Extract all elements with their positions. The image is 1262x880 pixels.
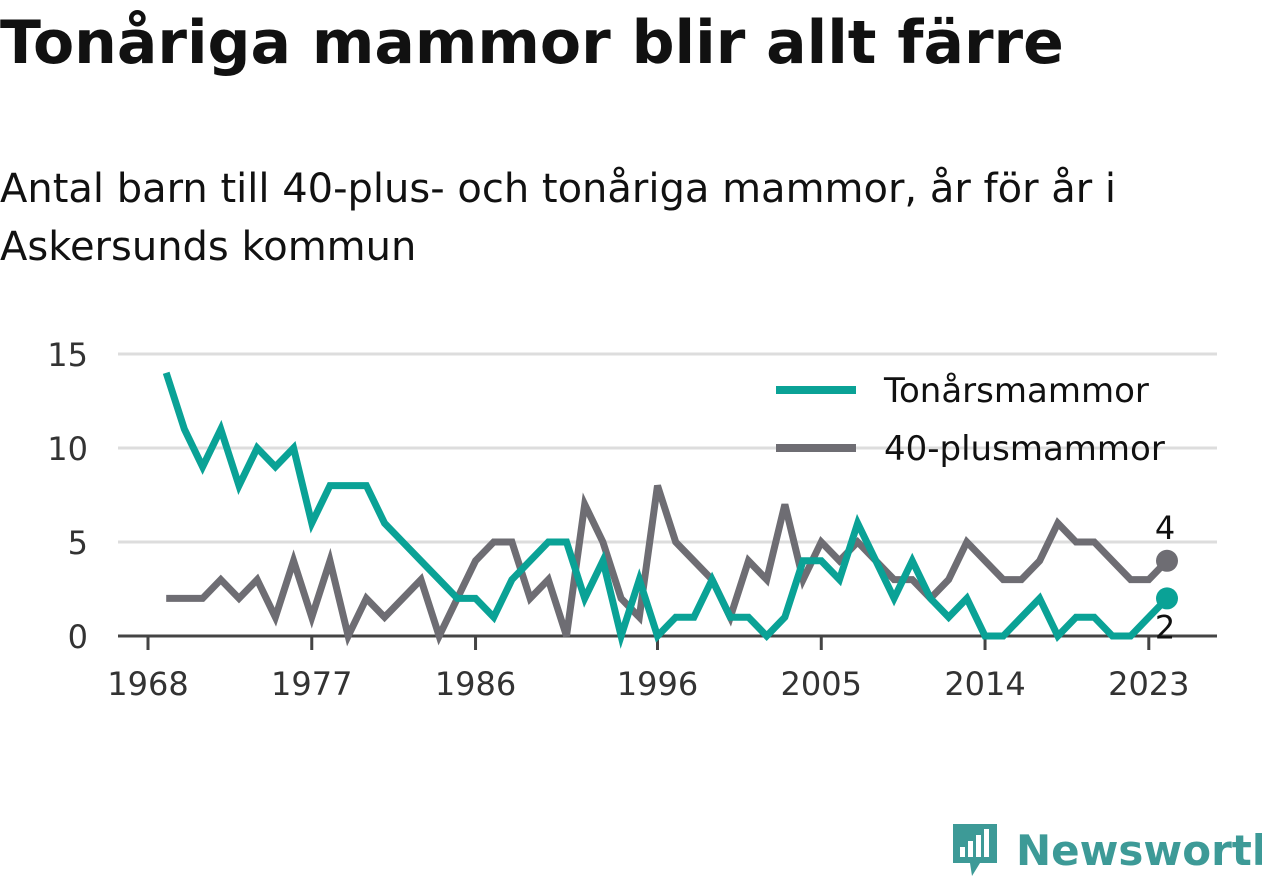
end-point-marker bbox=[1156, 549, 1178, 572]
gridlines bbox=[118, 352, 1217, 638]
chart-subtitle: Antal barn till 40-plus- och tonåriga ma… bbox=[0, 166, 1117, 270]
end-value-label: 4 bbox=[1155, 509, 1175, 547]
series-lines bbox=[162, 371, 1170, 649]
x-tick-label: 2005 bbox=[781, 665, 862, 703]
y-axis-ticks: 0 5 10 15 bbox=[47, 336, 88, 656]
y-tick-label: 15 bbox=[47, 336, 88, 374]
x-tick-label: 1977 bbox=[271, 665, 352, 703]
x-tick-label: 2023 bbox=[1108, 665, 1189, 703]
end-point-marker bbox=[1156, 587, 1178, 610]
legend: Tonårsmammor 40-plusmammor bbox=[776, 371, 1165, 469]
x-axis-ticks: 1968 1977 1986 1996 2005 2014 2023 bbox=[107, 636, 1190, 703]
y-tick-label: 10 bbox=[47, 430, 88, 468]
newsworthy-logo: Newsworthy bbox=[950, 820, 1262, 880]
y-tick-label: 5 bbox=[68, 524, 88, 562]
x-tick-label: 1986 bbox=[435, 665, 516, 703]
brand-name: Newsworthy bbox=[1016, 825, 1262, 875]
end-value-label: 2 bbox=[1155, 608, 1175, 646]
legend-label: 40-plusmammor bbox=[884, 429, 1165, 469]
end-markers: 24 bbox=[1155, 509, 1178, 646]
series-line-tonarsmammor bbox=[162, 371, 1170, 649]
x-tick-label: 1968 bbox=[107, 665, 188, 703]
series-line-40-plusmammor bbox=[166, 484, 1170, 647]
chart-title: Tonåriga mammor blir allt färre bbox=[0, 8, 1064, 78]
legend-label: Tonårsmammor bbox=[883, 371, 1149, 411]
x-tick-label: 2014 bbox=[944, 665, 1025, 703]
x-tick-label: 1996 bbox=[617, 665, 698, 703]
newsworthy-icon bbox=[953, 824, 997, 876]
y-tick-label: 0 bbox=[68, 618, 88, 656]
